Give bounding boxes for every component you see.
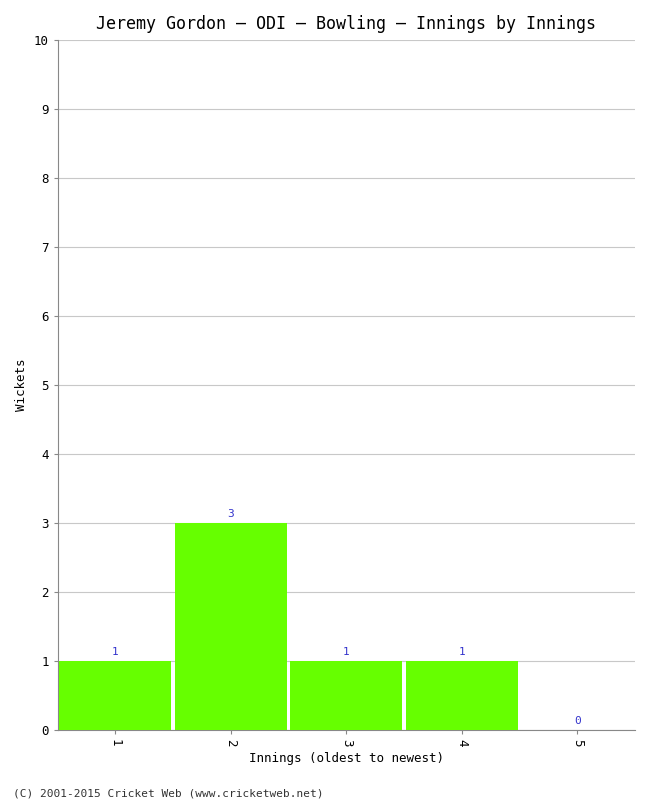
Text: 1: 1 xyxy=(112,646,119,657)
Bar xyxy=(59,661,172,730)
Bar xyxy=(406,661,518,730)
Text: 3: 3 xyxy=(227,509,234,519)
Text: 1: 1 xyxy=(343,646,350,657)
Bar xyxy=(291,661,402,730)
Bar xyxy=(175,523,287,730)
Text: 0: 0 xyxy=(574,716,580,726)
Title: Jeremy Gordon – ODI – Bowling – Innings by Innings: Jeremy Gordon – ODI – Bowling – Innings … xyxy=(96,15,596,33)
Text: 1: 1 xyxy=(458,646,465,657)
Y-axis label: Wickets: Wickets xyxy=(15,358,28,411)
X-axis label: Innings (oldest to newest): Innings (oldest to newest) xyxy=(249,752,444,765)
Text: (C) 2001-2015 Cricket Web (www.cricketweb.net): (C) 2001-2015 Cricket Web (www.cricketwe… xyxy=(13,788,324,798)
